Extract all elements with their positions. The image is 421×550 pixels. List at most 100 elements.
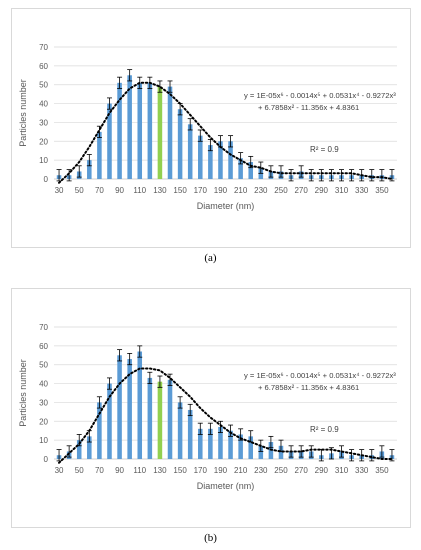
error-bar	[96, 396, 102, 409]
bar	[97, 402, 102, 459]
x-tick-label: 130	[153, 466, 167, 475]
x-tick-label: 290	[315, 466, 329, 475]
x-tick-label: 50	[75, 186, 84, 195]
x-axis-label: Diameter (nm)	[197, 481, 255, 491]
y-axis-label: Particles number	[18, 359, 28, 427]
error-bar	[76, 165, 82, 178]
x-tick-label: 270	[294, 466, 308, 475]
bar	[107, 103, 112, 179]
y-tick-label: 60	[39, 342, 48, 351]
error-bar	[106, 377, 112, 390]
bar	[228, 430, 233, 459]
x-tick-label: 30	[55, 186, 64, 195]
bar	[198, 428, 203, 459]
bar	[87, 436, 92, 459]
bar	[187, 124, 193, 179]
x-tick-label: 50	[75, 466, 84, 475]
bar	[177, 402, 183, 459]
x-tick-label: 90	[115, 466, 124, 475]
bar	[167, 379, 173, 459]
x-tick-label: 350	[375, 186, 389, 195]
error-bar	[268, 435, 274, 449]
error-bar	[207, 422, 213, 435]
x-tick-label: 190	[214, 466, 228, 475]
error-bar	[298, 165, 304, 178]
bar	[117, 355, 122, 459]
y-tick-label: 10	[39, 156, 48, 165]
y-tick-label: 30	[39, 398, 48, 407]
error-bar	[389, 449, 395, 462]
error-bar	[379, 169, 385, 182]
bar	[147, 377, 153, 459]
error-bar	[238, 152, 244, 165]
error-bar	[389, 169, 395, 182]
x-tick-label: 170	[194, 186, 208, 195]
error-bar	[258, 161, 264, 174]
y-tick-label: 40	[39, 380, 48, 389]
error-bar	[157, 375, 163, 388]
trend-line	[58, 81, 393, 184]
x-tick-label: 330	[355, 466, 369, 475]
x-tick-label: 350	[375, 466, 389, 475]
error-bar	[379, 445, 385, 458]
r-squared-label: R² = 0.9	[310, 145, 339, 154]
bar	[258, 445, 264, 459]
equation-line: y = 1E-05x⁶ - 0.0014x⁵ + 0.0531x⁴ - 0.92…	[244, 371, 396, 380]
y-tick-label: 50	[39, 361, 48, 370]
x-tick-label: 310	[335, 466, 349, 475]
bar	[97, 131, 102, 179]
error-bar	[56, 449, 62, 462]
x-tick-label: 210	[234, 466, 248, 475]
y-tick-label: 70	[39, 323, 48, 332]
bar	[208, 428, 213, 459]
error-bar	[369, 449, 375, 462]
bar	[238, 434, 243, 459]
x-tick-label: 110	[133, 466, 146, 475]
bar	[87, 160, 92, 179]
error-bar	[187, 403, 193, 417]
bar	[248, 162, 253, 179]
y-tick-label: 70	[39, 43, 48, 52]
y-tick-label: 40	[39, 100, 48, 109]
x-axis-label: Diameter (nm)	[197, 201, 255, 211]
x-tick-label: 250	[274, 186, 288, 195]
bar	[218, 141, 223, 179]
x-tick-label: 250	[274, 466, 288, 475]
error-bar	[127, 69, 133, 82]
y-tick-label: 0	[44, 175, 49, 184]
bar	[248, 436, 253, 459]
x-tick-label: 110	[133, 186, 146, 195]
bar	[278, 445, 284, 459]
caption-b: (b)	[204, 532, 217, 544]
y-tick-label: 50	[39, 81, 48, 90]
x-tick-label: 310	[335, 186, 349, 195]
bar	[187, 409, 193, 459]
x-tick-label: 230	[254, 186, 268, 195]
error-bar	[157, 80, 163, 93]
bar	[137, 82, 143, 179]
chart-panel-b: 0 10 20 30 40 50 60 70 Particles number 30 50 70 90 1…	[11, 288, 411, 528]
x-tick-label: 90	[115, 186, 124, 195]
x-tick-label: 150	[173, 466, 187, 475]
error-bar	[308, 169, 314, 182]
error-bar	[308, 445, 314, 458]
x-tick-label: 190	[214, 186, 228, 195]
error-bar	[217, 420, 223, 434]
equation-line: + 6.7858x² - 11.356x + 4.8361	[258, 383, 359, 392]
x-tick-label: 230	[254, 466, 268, 475]
x-tick-label: 170	[194, 466, 208, 475]
error-bar	[228, 135, 234, 148]
bar	[147, 82, 153, 179]
x-tick-label: 290	[315, 186, 329, 195]
chart-a-svg: 0 10 20 30 40 50 60 70 Particles number 30 50 70 90 1…	[18, 43, 397, 211]
x-tick-label: 150	[173, 186, 187, 195]
error-bar	[197, 129, 203, 142]
error-bar	[127, 353, 133, 366]
bar	[177, 109, 183, 179]
y-tick-label: 10	[39, 436, 48, 445]
error-bar	[66, 169, 72, 182]
error-bar	[278, 165, 284, 178]
bar	[127, 359, 132, 459]
bar	[208, 145, 213, 179]
x-tick-label: 30	[55, 466, 64, 475]
